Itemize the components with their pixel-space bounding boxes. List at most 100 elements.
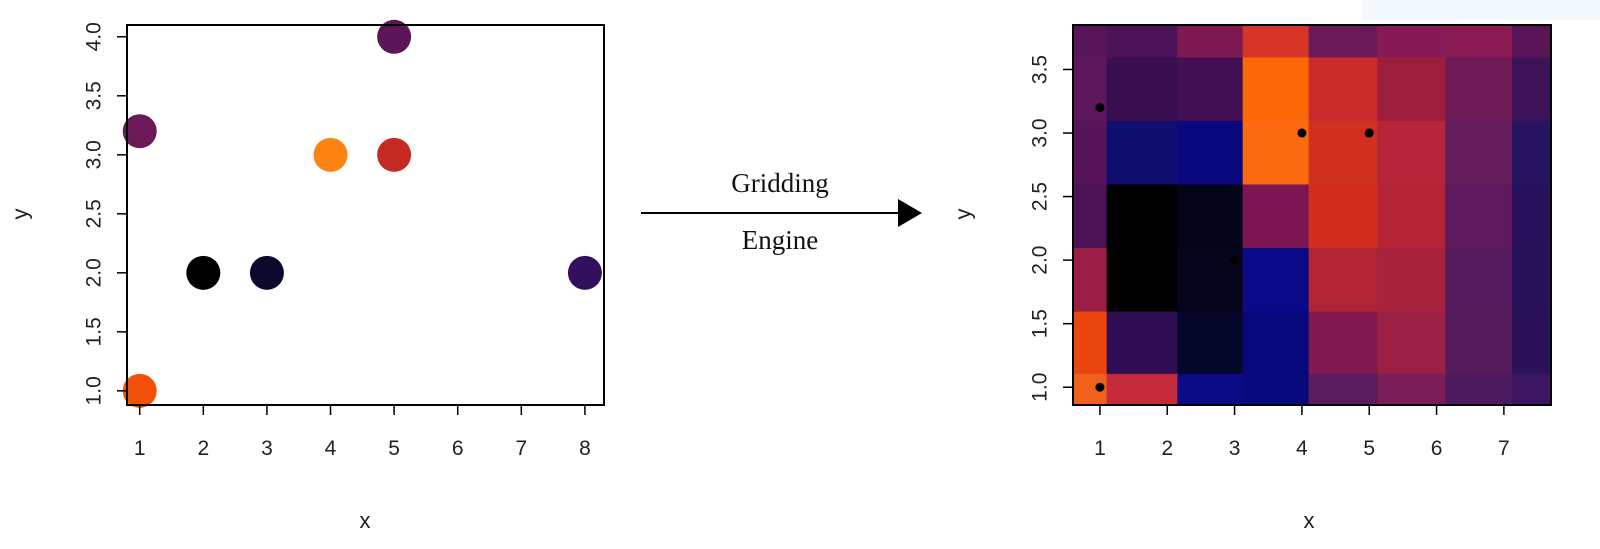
heatmap-cell bbox=[1073, 310, 1108, 374]
heatmap-cell bbox=[1377, 56, 1446, 121]
heatmap-cell bbox=[1177, 373, 1244, 406]
heatmap-cell bbox=[1377, 373, 1446, 406]
x-tick-label: 1 bbox=[1094, 437, 1106, 460]
heatmap-cell bbox=[1308, 183, 1378, 249]
heatmap-cell bbox=[1242, 183, 1310, 249]
heatmap-cell bbox=[1242, 56, 1310, 121]
heatmap-cell bbox=[1377, 310, 1446, 374]
heatmap-cell bbox=[1242, 25, 1310, 58]
y-tick-label: 1.0 bbox=[83, 376, 106, 405]
heatmap-cell bbox=[1445, 56, 1513, 121]
heatmap-cell bbox=[1445, 25, 1513, 58]
y-tick-label: 2.0 bbox=[1029, 246, 1052, 275]
data-point bbox=[1095, 103, 1105, 113]
data-point bbox=[1095, 382, 1105, 392]
x-tick-label: 4 bbox=[325, 437, 337, 460]
x-tick-label: 8 bbox=[579, 437, 591, 460]
heatmap-cell bbox=[1308, 56, 1378, 121]
arrow-head bbox=[898, 199, 922, 227]
heatmap-cell bbox=[1106, 183, 1178, 249]
heatmap-cell bbox=[1511, 56, 1552, 121]
x-tick-label: 7 bbox=[1498, 437, 1510, 460]
x-tick-label: 6 bbox=[452, 437, 464, 460]
data-point bbox=[1364, 128, 1374, 138]
x-tick-label: 7 bbox=[515, 437, 527, 460]
heatmap-cell bbox=[1106, 373, 1178, 406]
heatmap-cell bbox=[1445, 120, 1513, 185]
heatmap-cell bbox=[1106, 120, 1178, 185]
plot-frame bbox=[1072, 24, 1552, 406]
y-tick-label: 1.0 bbox=[1029, 373, 1052, 402]
y-tick-label: 2.5 bbox=[1029, 182, 1052, 211]
heatmap-cell bbox=[1242, 247, 1310, 312]
heatmap-cell bbox=[1377, 25, 1446, 58]
y-tick-label: 3.0 bbox=[1029, 118, 1052, 147]
heatmap-cell bbox=[1511, 247, 1552, 312]
heatmap-cell bbox=[1177, 310, 1244, 374]
data-point bbox=[313, 137, 348, 172]
heatmap-cell bbox=[1073, 247, 1108, 312]
heatmap-cell bbox=[1445, 373, 1513, 406]
heatmap-cell bbox=[1242, 310, 1310, 374]
gridding-arrow: Gridding Engine bbox=[641, 168, 922, 255]
y-tick-label: 1.5 bbox=[1029, 309, 1052, 338]
heatmap-cell bbox=[1177, 56, 1244, 121]
heatmap-cell bbox=[1511, 120, 1552, 185]
corner-patch bbox=[1362, 0, 1600, 20]
x-tick-label: 5 bbox=[1363, 437, 1375, 460]
y-tick-label: 1.5 bbox=[83, 317, 106, 346]
heatmap-cell bbox=[1445, 310, 1513, 374]
heatmap-cell bbox=[1308, 310, 1378, 374]
heatmap-cell bbox=[1511, 310, 1552, 374]
heatmap-cell bbox=[1511, 373, 1552, 406]
scatter-plot: 1 2 3 4 5 6 7 8 1.0 1.5 2.0 2.5 3.0 3.5 4.0 x y bbox=[8, 19, 605, 533]
heatmap-cell bbox=[1445, 183, 1513, 249]
x-tick-label: 6 bbox=[1431, 437, 1443, 460]
data-point bbox=[1230, 255, 1240, 265]
y-axis-label: y bbox=[951, 209, 976, 220]
heatmap-cell bbox=[1106, 310, 1178, 374]
heatmap-cell bbox=[1073, 120, 1108, 185]
heatmap-cell bbox=[1308, 373, 1378, 406]
heatmap-cell bbox=[1377, 120, 1446, 185]
data-point bbox=[377, 19, 412, 54]
x-tick-label: 4 bbox=[1296, 437, 1308, 460]
x-tick-label: 3 bbox=[1229, 437, 1241, 460]
heatmap-cell bbox=[1073, 183, 1108, 249]
y-tick-label: 3.0 bbox=[83, 140, 106, 169]
heatmap-cell bbox=[1106, 56, 1178, 121]
y-tick-label: 2.5 bbox=[83, 199, 106, 228]
y-tick-label: 2.0 bbox=[83, 258, 106, 287]
heatmap-cell bbox=[1106, 247, 1178, 312]
x-tick-label: 5 bbox=[388, 437, 400, 460]
heatmap-cell bbox=[1511, 183, 1552, 249]
arrow-label-bottom: Engine bbox=[742, 225, 818, 255]
x-tick-label: 2 bbox=[197, 437, 209, 460]
x-axis-label: x bbox=[1304, 508, 1315, 533]
heatmap-cell bbox=[1377, 247, 1446, 312]
data-point bbox=[1297, 128, 1307, 138]
heatmap-cell bbox=[1177, 120, 1244, 185]
data-point bbox=[122, 114, 157, 149]
arrow-label-top: Gridding bbox=[731, 168, 829, 198]
heatmap-cell bbox=[1445, 247, 1513, 312]
y-axis-label: y bbox=[8, 209, 33, 220]
data-point bbox=[377, 137, 412, 172]
heatmap-cell bbox=[1106, 25, 1178, 58]
y-tick-label: 3.5 bbox=[1029, 55, 1052, 84]
x-tick-label: 1 bbox=[134, 437, 146, 460]
heatmap-cell bbox=[1177, 25, 1244, 58]
x-tick-label: 2 bbox=[1161, 437, 1173, 460]
y-tick-label: 3.5 bbox=[83, 81, 106, 110]
heatmap-cell bbox=[1073, 25, 1108, 58]
heatmap-cell bbox=[1242, 373, 1310, 406]
y-tick-label: 4.0 bbox=[83, 22, 106, 51]
plot-frame bbox=[126, 24, 605, 406]
x-axis-label: x bbox=[360, 508, 371, 533]
data-point bbox=[122, 373, 157, 408]
heatmap-cell bbox=[1308, 247, 1378, 312]
data-point bbox=[249, 255, 284, 290]
data-point bbox=[567, 255, 602, 290]
heatmap-cell bbox=[1177, 183, 1244, 249]
